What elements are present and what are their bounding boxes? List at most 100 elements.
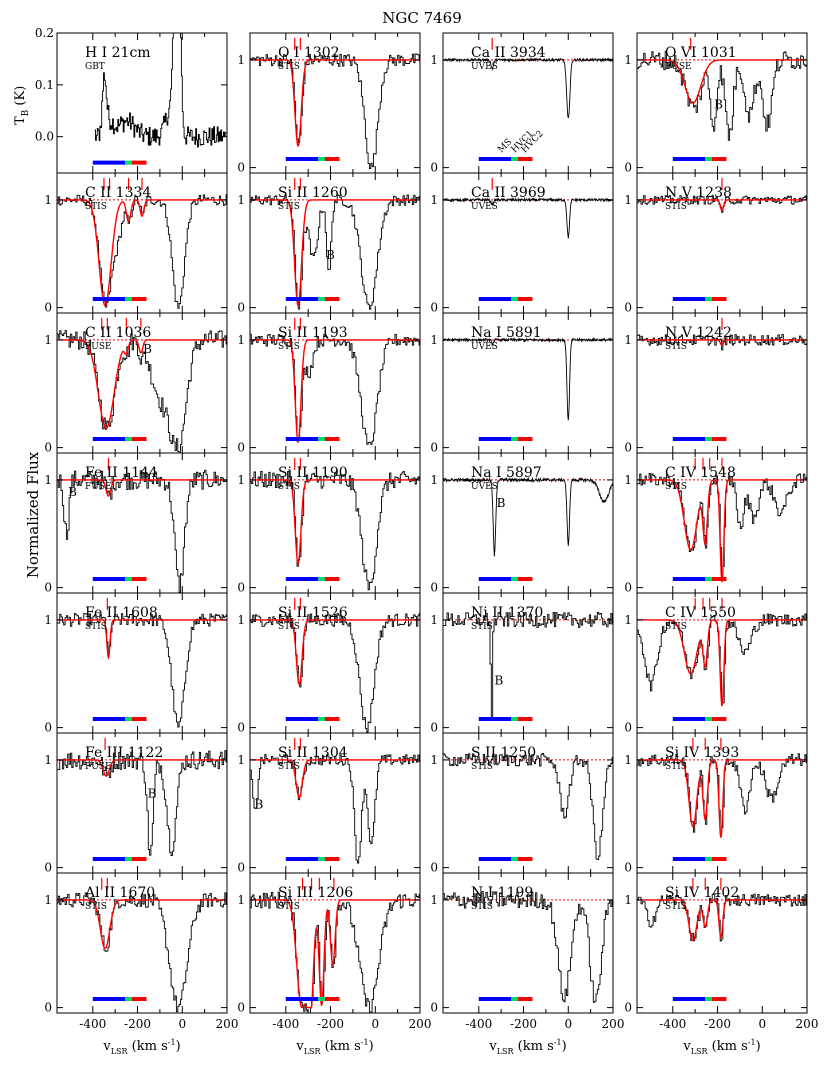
instrument-label: STIS — [665, 342, 687, 352]
y-tick-label: 1 — [44, 613, 52, 627]
panel-frame — [442, 872, 614, 1014]
spectrum-line — [250, 53, 420, 170]
instrument-label: STIS — [471, 762, 493, 772]
x-tick-label: 0 — [371, 1017, 379, 1031]
y-tick-label: 0 — [44, 581, 52, 595]
spectrum-line — [250, 891, 420, 1013]
y-tick-label: 0 — [624, 1001, 632, 1015]
model-fit-line — [250, 619, 420, 686]
x-tick-label: -400 — [465, 1017, 492, 1031]
spectrum-line — [250, 754, 420, 864]
y-tick-label: 1 — [237, 613, 245, 627]
spectrum-line — [250, 194, 420, 310]
ion-label: Si III 1206 — [278, 885, 353, 901]
ion-label: C II 1334 — [85, 185, 151, 201]
model-fit-line — [637, 899, 807, 942]
instrument-label: STIS — [278, 202, 300, 212]
spectrum-line — [250, 470, 420, 591]
y-tick-label: 0 — [624, 161, 632, 175]
instrument-label: STIS — [278, 622, 300, 632]
y-tick-label: 1 — [624, 893, 632, 907]
ion-label: Ca II 3969 — [471, 185, 546, 201]
spectrum-line — [637, 613, 807, 705]
ion-label: O VI 1031 — [665, 45, 737, 61]
y-tick-label: 0 — [44, 441, 52, 455]
x-tick-label: 200 — [602, 1017, 625, 1031]
spectrum-line — [443, 611, 613, 721]
instrument-label: UVES — [471, 202, 498, 212]
spectrum-line — [637, 893, 807, 942]
model-fit-line — [637, 479, 807, 583]
ion-label: Si II 1190 — [278, 465, 348, 481]
instrument-label: STIS — [278, 482, 300, 492]
x-tick-label: -400 — [272, 1017, 299, 1031]
y-tick-label: 1 — [624, 473, 632, 487]
spectrum-line — [250, 333, 420, 445]
panel-frame — [636, 872, 808, 1014]
spectrum-line — [443, 891, 613, 1003]
instrument-label: STIS — [278, 342, 300, 352]
y-tick-label: 0 — [430, 1001, 438, 1015]
y-tick-label: 0 — [430, 721, 438, 735]
ion-label: Al II 1670 — [84, 885, 155, 901]
instrument-label: FUSE — [85, 762, 112, 772]
panel-frame — [56, 872, 228, 1014]
x-tick-label: 0 — [178, 1017, 186, 1031]
y-tick-label: 0.0 — [35, 130, 54, 144]
spectrum-line — [443, 196, 613, 239]
model-fit-line — [250, 479, 420, 565]
x-axis-label: vLSR (km s-1) — [682, 1038, 760, 1056]
spectrum-line — [250, 613, 420, 733]
y-tick-label: 0 — [624, 861, 632, 875]
y-tick-label: 1 — [44, 193, 52, 207]
model-fit-line — [250, 339, 420, 443]
instrument-label: UVES — [471, 342, 498, 352]
instrument-label: GBT — [85, 62, 105, 72]
x-tick-label: -400 — [79, 1017, 106, 1031]
y-tick-label: 0 — [44, 1001, 52, 1015]
spectrum-line — [637, 473, 807, 577]
y-tick-label: 0 — [237, 861, 245, 875]
y-tick-label: 0 — [430, 301, 438, 315]
y-tick-label: 0 — [624, 581, 632, 595]
y-tick-label: 1 — [624, 333, 632, 347]
y-tick-label: 1 — [237, 473, 245, 487]
instrument-label: UVES — [471, 62, 498, 72]
figure-title: NGC 7469 — [382, 9, 462, 27]
model-fit-line — [637, 759, 807, 838]
x-axis-label: vLSR (km s-1) — [102, 1038, 180, 1056]
blend-label: B — [68, 485, 77, 499]
panel-frame — [249, 872, 421, 1014]
instrument-label: FUSE — [85, 482, 112, 492]
y-tick-label: 1 — [624, 53, 632, 67]
model-fit-line — [57, 759, 227, 777]
y-tick-label: 0 — [237, 441, 245, 455]
ion-label: C IV 1548 — [665, 465, 736, 481]
ion-label: Na I 5897 — [471, 465, 542, 481]
model-fit-line — [57, 899, 227, 949]
model-fit-line — [57, 199, 227, 307]
y-tick-label: 0.2 — [35, 26, 54, 40]
model-fit-line — [250, 899, 420, 1009]
spectrum-line — [637, 195, 807, 213]
svg-text:TB (K): TB (K) — [13, 86, 31, 125]
x-tick-label: -200 — [510, 1017, 537, 1031]
y-tick-label: 1 — [430, 193, 438, 207]
y-tick-label: 0 — [44, 861, 52, 875]
instrument-label: STIS — [85, 202, 107, 212]
